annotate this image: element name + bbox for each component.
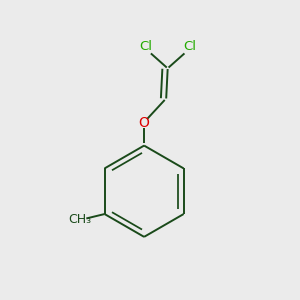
Text: O: O <box>139 116 149 130</box>
Text: Cl: Cl <box>139 40 152 53</box>
Text: CH₃: CH₃ <box>68 213 92 226</box>
Text: Cl: Cl <box>183 40 196 53</box>
